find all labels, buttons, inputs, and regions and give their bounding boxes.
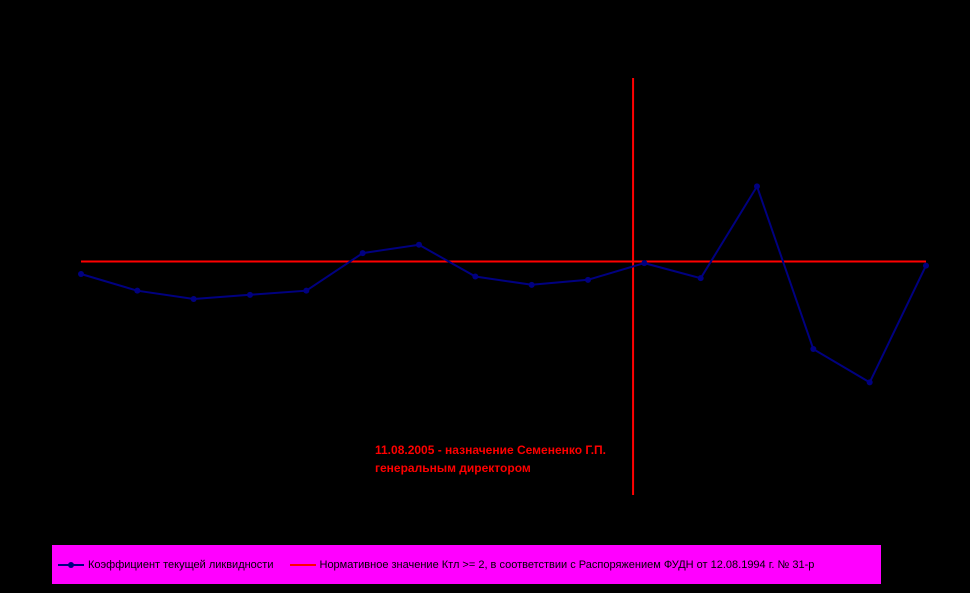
data-point [472, 273, 479, 280]
event-annotation: 11.08.2005 - назначение Семененко Г.П. г… [375, 441, 606, 477]
chart-legend: Коэффициент текущей ликвидности Норматив… [52, 545, 881, 584]
legend-series-swatch [58, 560, 84, 570]
data-point [528, 281, 535, 288]
series-line [80, 184, 927, 384]
legend-norm-swatch [289, 560, 316, 570]
legend-item-series: Коэффициент текущей ликвидности [58, 559, 274, 571]
data-point [303, 287, 310, 294]
data-point [78, 270, 84, 277]
data-point [359, 250, 366, 257]
legend-item-norm: Нормативное значение Ктл >= 2, в соответ… [289, 558, 815, 571]
data-point [697, 275, 704, 282]
data-point [134, 287, 141, 294]
data-point [866, 379, 873, 386]
data-point [810, 346, 817, 353]
data-point [585, 276, 591, 283]
data-point [190, 296, 197, 303]
data-point [754, 183, 760, 190]
data-point [247, 291, 253, 298]
data-point [641, 260, 648, 267]
legend-norm-label: Нормативное значение Ктл >= 2, в соответ… [319, 558, 815, 571]
series-points [78, 183, 929, 386]
data-point [923, 262, 929, 269]
event-annotation-line-2: генеральным директором [375, 461, 531, 475]
legend-series-label: Коэффициент текущей ликвидности [88, 558, 274, 571]
data-point [416, 241, 422, 248]
event-annotation-line-1: 11.08.2005 - назначение Семененко Г.П. [375, 443, 606, 457]
